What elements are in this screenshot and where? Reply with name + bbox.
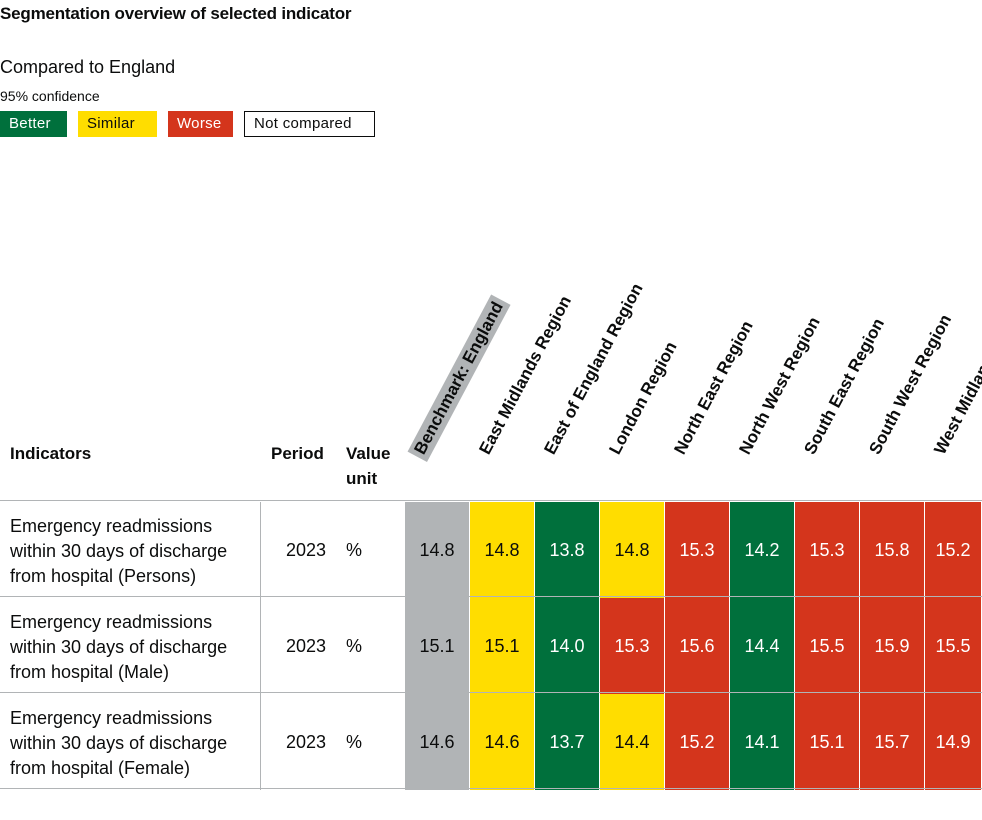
header-value-unit: Value unit (346, 444, 391, 488)
value-cell-north-west-region[interactable]: 14.2 (730, 502, 795, 598)
value-cell-london-region[interactable]: 15.3 (600, 598, 665, 694)
value-cell-north-east-region[interactable]: 15.2 (665, 694, 730, 790)
row-divider (0, 788, 982, 789)
value-unit-cell: % (346, 636, 363, 656)
row-divider (0, 692, 982, 693)
value-cell-north-east-region[interactable]: 15.3 (665, 502, 730, 598)
value-cell-east-midlands-region[interactable]: 14.6 (470, 694, 535, 790)
period-cell: 2023 (285, 636, 326, 656)
table-row: Emergency readmissions within 30 days of… (0, 502, 982, 598)
indicator-name[interactable]: Emergency readmissions within 30 days of… (10, 516, 228, 586)
header-indicators: Indicators (10, 444, 92, 463)
table-row: Emergency readmissions within 30 days of… (0, 598, 982, 694)
confidence-label: 95% confidence (0, 88, 100, 104)
value-cell-west-midlands-region[interactable]: 15.5 (925, 598, 982, 694)
value-cell-west-midlands-region[interactable]: 14.9 (925, 694, 982, 790)
value-cell-east-of-england-region[interactable]: 13.7 (535, 694, 600, 790)
column-divider (260, 598, 261, 694)
table-row: Emergency readmissions within 30 days of… (0, 694, 982, 790)
value-cell-benchmark-england[interactable]: 14.6 (405, 694, 470, 790)
value-cell-south-east-region[interactable]: 15.3 (795, 502, 860, 598)
legend-better: Better (0, 111, 67, 137)
value-cell-south-west-region[interactable]: 15.9 (860, 598, 925, 694)
value-cell-east-midlands-region[interactable]: 14.8 (470, 502, 535, 598)
value-cell-west-midlands-region[interactable]: 15.2 (925, 502, 982, 598)
value-cell-south-east-region[interactable]: 15.1 (795, 694, 860, 790)
legend-similar: Similar (78, 111, 157, 137)
legend-worse: Worse (168, 111, 233, 137)
header-period: Period (271, 444, 324, 463)
value-cell-east-of-england-region[interactable]: 14.0 (535, 598, 600, 694)
column-divider (260, 694, 261, 790)
value-cell-south-west-region[interactable]: 15.8 (860, 502, 925, 598)
value-cell-london-region[interactable]: 14.4 (600, 694, 665, 790)
value-cell-benchmark-england[interactable]: 15.1 (405, 598, 470, 694)
indicator-name[interactable]: Emergency readmissions within 30 days of… (10, 708, 228, 778)
value-cell-south-east-region[interactable]: 15.5 (795, 598, 860, 694)
value-cell-east-midlands-region[interactable]: 15.1 (470, 598, 535, 694)
value-cell-north-west-region[interactable]: 14.1 (730, 694, 795, 790)
row-divider (0, 596, 982, 597)
page-title: Segmentation overview of selected indica… (0, 4, 352, 23)
legend: Better Similar Worse Not compared (0, 111, 386, 137)
period-cell: 2023 (285, 540, 326, 560)
value-unit-cell: % (346, 540, 363, 560)
table-top-divider (0, 500, 982, 501)
value-cell-south-west-region[interactable]: 15.7 (860, 694, 925, 790)
value-cell-east-of-england-region[interactable]: 13.8 (535, 502, 600, 598)
value-cell-london-region[interactable]: 14.8 (600, 502, 665, 598)
comparison-label: Compared to England (0, 57, 176, 77)
value-cell-north-west-region[interactable]: 14.4 (730, 598, 795, 694)
column-divider (260, 502, 261, 598)
legend-not-compared: Not compared (244, 111, 375, 137)
period-cell: 2023 (285, 732, 326, 752)
value-unit-cell: % (346, 732, 363, 752)
indicator-name[interactable]: Emergency readmissions within 30 days of… (10, 612, 228, 682)
value-cell-north-east-region[interactable]: 15.6 (665, 598, 730, 694)
value-cell-benchmark-england[interactable]: 14.8 (405, 502, 470, 598)
